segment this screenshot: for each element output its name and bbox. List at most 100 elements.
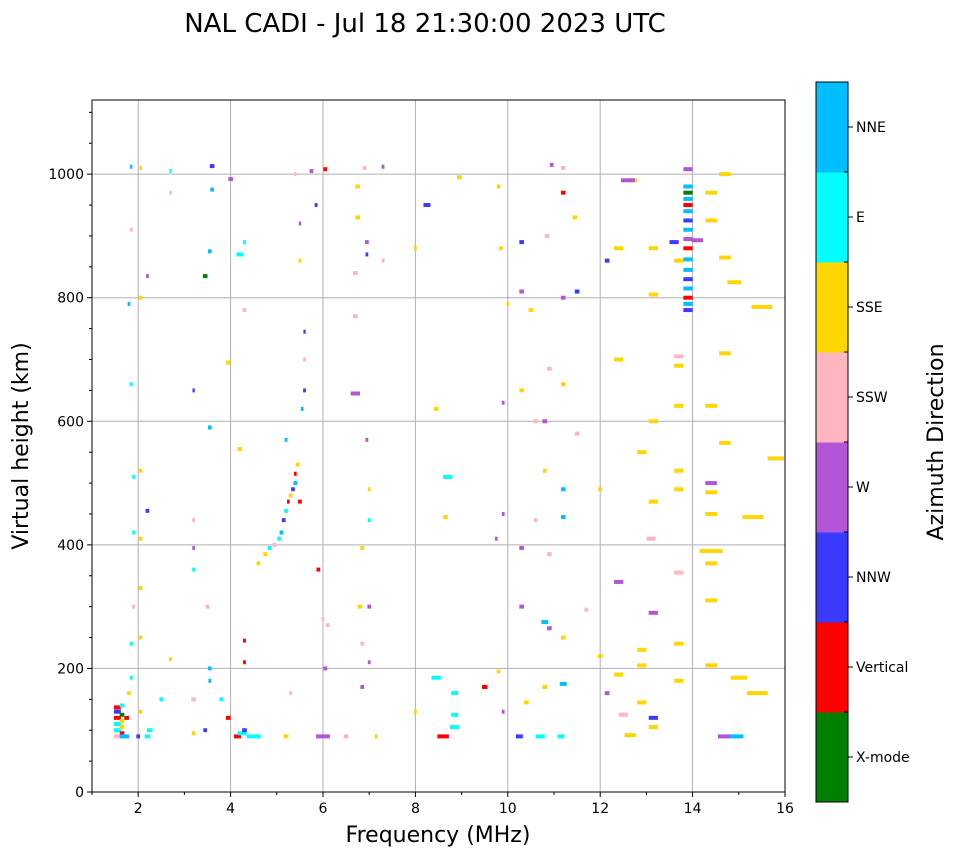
echo-point-sse: [719, 351, 731, 356]
echo-point-ssw: [169, 190, 172, 195]
echo-point-nne: [541, 620, 549, 625]
echo-point-sse: [528, 308, 534, 313]
echo-point-vertical: [481, 684, 488, 689]
echo-point-nnw: [574, 289, 580, 294]
echo-point-nne: [207, 425, 212, 430]
echo-point-w: [501, 400, 505, 405]
echo-point-sse: [138, 536, 143, 541]
echo-point-sse: [597, 654, 603, 659]
echo-point-sse: [355, 215, 360, 220]
echo-point-sse: [360, 545, 365, 550]
colorbar-segment-vertical: [816, 622, 848, 713]
echo-point-nne: [284, 437, 288, 442]
echo-point-vertical: [113, 715, 121, 720]
x-axis-label: Frequency (MHz): [346, 823, 531, 848]
echo-point-sse: [138, 635, 143, 640]
echo-point-ssw: [560, 165, 566, 170]
echo-point-nnw: [303, 329, 306, 334]
echo-point-vertical: [293, 471, 297, 476]
echo-point-nne: [279, 530, 284, 535]
echo-point-e: [236, 252, 244, 257]
echo-point-ssw: [113, 734, 121, 739]
echo-point-sse: [727, 280, 742, 285]
echo-point-w: [614, 579, 624, 584]
echo-point-ssw: [129, 227, 133, 232]
echo-point-sse: [637, 700, 647, 705]
echo-point-sse: [496, 184, 501, 189]
echo-point-x-mode: [202, 274, 208, 279]
echo-point-sse: [256, 561, 261, 566]
echo-point-vertical: [119, 731, 125, 736]
echo-point-nne: [130, 164, 133, 169]
echo-point-sse: [357, 604, 363, 609]
echo-point-w: [192, 545, 196, 550]
colorbar-segment-nne: [816, 82, 848, 173]
echo-point-ssw: [205, 604, 210, 609]
echo-point-sse: [225, 360, 231, 365]
y-tick-label: 200: [57, 661, 84, 677]
colorbar: X-mode Vertical NNW W SSW SSE E NNE: [815, 81, 910, 803]
echo-point-sse: [119, 718, 125, 723]
echo-point-sse: [719, 172, 731, 177]
x-tick-label: 8: [411, 801, 420, 817]
echo-point-nnw: [192, 388, 195, 393]
echo-point-sse: [648, 725, 658, 730]
echo-point-sse: [648, 499, 658, 504]
echo-point-sse: [542, 684, 548, 689]
echo-point-sse: [139, 165, 142, 170]
echo-point-e: [557, 734, 565, 739]
x-tick-label: 6: [319, 801, 328, 817]
echo-point-vertical: [234, 734, 241, 739]
echo-point-sse: [705, 403, 717, 408]
echo-point-ssw: [646, 536, 656, 541]
echo-point-ssw: [547, 366, 552, 371]
echo-point-nne: [300, 406, 304, 411]
echo-point-sse: [237, 447, 243, 452]
echo-point-sse: [456, 175, 462, 180]
echo-point-nnw: [683, 218, 693, 223]
echo-point-sse: [169, 657, 172, 662]
echo-point-e: [129, 675, 133, 680]
echo-point-w: [501, 709, 505, 714]
echo-point-sse: [719, 440, 731, 445]
echo-point-ssw: [360, 641, 365, 646]
echo-point-sse: [119, 725, 125, 730]
colorbar-tick-label: W: [856, 480, 870, 496]
echo-point-nne: [207, 666, 212, 671]
y-axis-ticks: 0 200 400 600 800 1000: [48, 111, 92, 801]
colorbar-segment-x-mode: [816, 712, 848, 803]
echo-point-w: [360, 684, 365, 689]
echo-point-nnw: [683, 308, 693, 313]
echo-point-e: [277, 536, 281, 541]
colorbar-tick-label: Vertical: [856, 660, 908, 676]
echo-point-sse: [614, 672, 624, 677]
colorbar-tick-label: SSW: [856, 390, 888, 406]
echo-point-sse: [560, 635, 566, 640]
echo-point-e: [132, 530, 135, 535]
echo-point-nne: [127, 301, 131, 306]
echo-point-sse: [542, 468, 547, 473]
echo-point-vertical: [323, 167, 328, 172]
echo-point-sse: [674, 468, 684, 473]
echo-point-nnw: [423, 203, 431, 208]
echo-point-sse: [138, 709, 143, 714]
colorbar-segment-sse: [816, 262, 848, 353]
colorbar-label: Azimuth Direction: [924, 343, 949, 540]
echo-point-nnw: [281, 518, 286, 523]
x-tick-label: 12: [591, 801, 609, 817]
echo-point-sse: [705, 490, 717, 495]
echo-point-sse: [127, 691, 131, 696]
echo-point-nne: [683, 257, 693, 262]
echo-point-ssw: [362, 165, 367, 170]
echo-point-sse: [519, 388, 524, 393]
echo-point-sse: [433, 406, 439, 411]
echo-point-ssw: [303, 357, 306, 362]
echo-point-ssw: [547, 552, 552, 557]
echo-point-ssw: [321, 617, 325, 621]
chart-title: NAL CADI - Jul 18 21:30:00 2023 UTC: [184, 9, 666, 39]
x-tick-label: 10: [499, 801, 517, 817]
echo-point-sse: [496, 669, 501, 674]
echo-point-nne: [560, 515, 566, 520]
echo-point-sse: [674, 487, 684, 492]
